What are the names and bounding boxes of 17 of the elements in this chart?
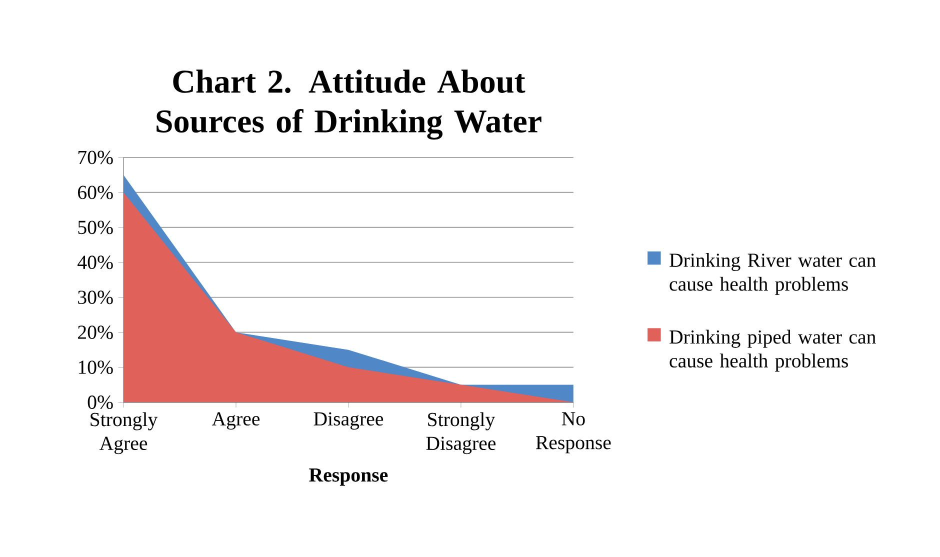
y-tick-label: 10% bbox=[78, 360, 113, 374]
x-tick-label: Strongly Disagree bbox=[426, 412, 496, 454]
x-tick-label: Disagree bbox=[314, 412, 384, 430]
x-tick-label: No Response bbox=[536, 412, 611, 454]
x-tick-label: Strongly Agree bbox=[90, 412, 158, 454]
y-tick-label: 40% bbox=[78, 256, 113, 270]
y-tick-label: 0% bbox=[88, 396, 113, 409]
legend-label: Drinking piped water can cause health problems bbox=[670, 330, 876, 372]
x-tick-label: Agree bbox=[212, 412, 260, 430]
y-tick-label: 50% bbox=[78, 220, 113, 234]
x-axis-title: Response bbox=[309, 468, 388, 486]
legend-label: Drinking River water can cause health problems bbox=[670, 252, 876, 295]
y-tick-label: 70% bbox=[78, 150, 113, 164]
y-tick-label: 60% bbox=[78, 186, 113, 200]
y-tick-label: 30% bbox=[78, 290, 113, 304]
chart-title: Chart 2. Attitude About Sources of Drinking Water bbox=[156, 70, 542, 140]
y-tick-label: 20% bbox=[78, 326, 113, 340]
